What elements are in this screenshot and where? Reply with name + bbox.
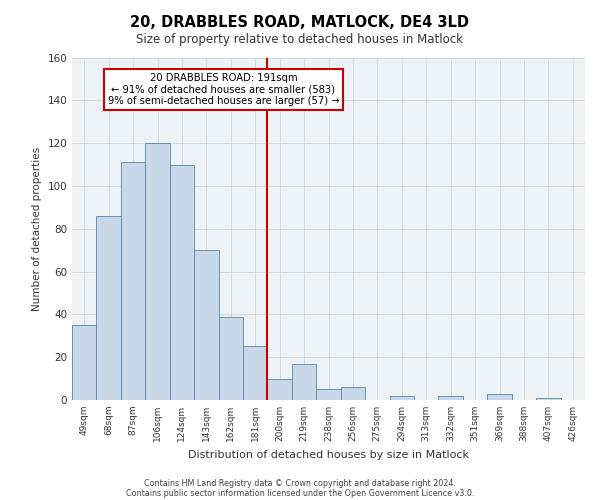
Bar [536,398,560,400]
Bar [439,396,463,400]
Text: Contains HM Land Registry data © Crown copyright and database right 2024.: Contains HM Land Registry data © Crown c… [144,478,456,488]
Bar [487,394,512,400]
Text: Contains public sector information licensed under the Open Government Licence v3: Contains public sector information licen… [126,488,474,498]
Bar [292,364,316,400]
Bar [72,325,97,400]
Bar [194,250,218,400]
Bar [389,396,414,400]
Text: 20 DRABBLES ROAD: 191sqm
← 91% of detached houses are smaller (583)
9% of semi-d: 20 DRABBLES ROAD: 191sqm ← 91% of detach… [107,73,339,106]
Y-axis label: Number of detached properties: Number of detached properties [32,146,42,311]
Bar [243,346,268,400]
Bar [218,316,243,400]
Bar [341,387,365,400]
Bar [316,390,341,400]
Text: Size of property relative to detached houses in Matlock: Size of property relative to detached ho… [137,32,464,46]
X-axis label: Distribution of detached houses by size in Matlock: Distribution of detached houses by size … [188,450,469,460]
Text: 20, DRABBLES ROAD, MATLOCK, DE4 3LD: 20, DRABBLES ROAD, MATLOCK, DE4 3LD [131,15,470,30]
Bar [268,378,292,400]
Bar [145,143,170,400]
Bar [97,216,121,400]
Bar [170,164,194,400]
Bar [121,162,145,400]
